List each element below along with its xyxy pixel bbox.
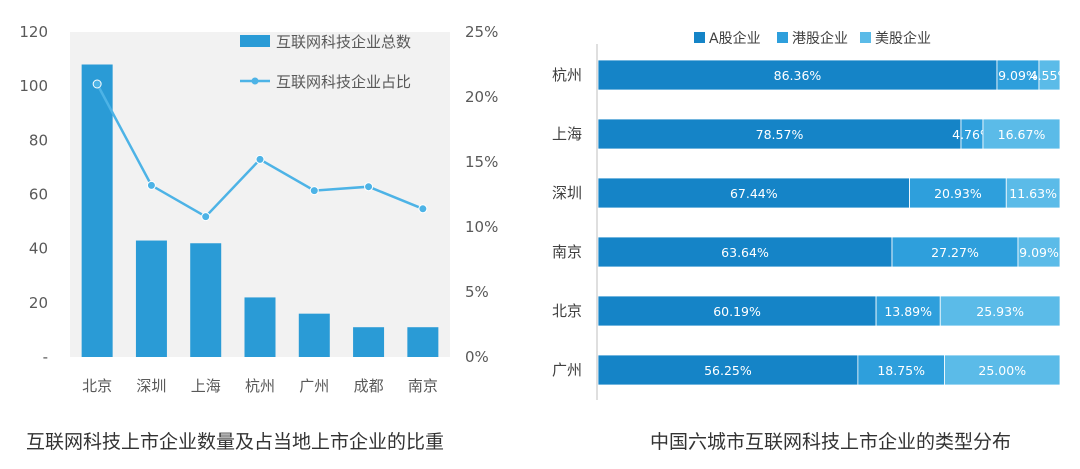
x-category-label: 南京 (408, 377, 438, 395)
data-label: 4.76% (952, 127, 992, 142)
y-category-label: 广州 (552, 361, 582, 379)
y-category-label: 杭州 (552, 66, 582, 84)
y-right-tick-label: 5% (465, 283, 489, 301)
y-left-tick-label: 40 (29, 240, 48, 258)
data-label: 13.89% (884, 304, 932, 319)
segment-hk-share (996, 59, 1040, 91)
line-point (146, 180, 156, 190)
y-left-tick-label: 80 (29, 131, 48, 149)
x-category-label: 深圳 (136, 377, 166, 395)
legend-label-us: 美股企业 (875, 30, 931, 47)
y-right-tick-label: 10% (465, 218, 498, 236)
bar (244, 297, 276, 357)
x-category-label: 广州 (299, 377, 329, 395)
legend-bar-label: 互联网科技企业总数 (276, 33, 411, 51)
segment-hk-share (875, 295, 941, 327)
legend-line-marker (251, 77, 259, 85)
data-label: 25.00% (978, 363, 1026, 378)
y-right-tick-label: 25% (465, 23, 498, 41)
x-category-label: 上海 (191, 377, 221, 395)
segment-us-share (1005, 177, 1061, 209)
legend-swatch-hk (777, 32, 788, 43)
left-chart-caption: 互联网科技上市企业数量及占当地上市企业的比重 (26, 431, 445, 453)
data-label: 9.09% (998, 68, 1038, 83)
bar (135, 240, 167, 357)
segment-a-share (597, 354, 859, 386)
x-category-label: 成都 (354, 377, 384, 395)
data-label: 78.57% (756, 127, 804, 142)
data-label: 63.64% (721, 245, 769, 260)
segment-a-share (597, 295, 877, 327)
data-label: 11.63% (1009, 186, 1057, 201)
y-right-tick-label: 15% (465, 153, 498, 171)
y-right-tick-label: 20% (465, 88, 498, 106)
line-point (92, 79, 102, 89)
segment-a-share (597, 59, 998, 91)
line-point (309, 186, 319, 196)
y-left-tick-label: 100 (19, 77, 48, 95)
y-left-tick-label: 120 (19, 23, 48, 41)
right-chart-caption: 中国六城市互联网科技上市企业的类型分布 (650, 431, 1012, 453)
legend-label-a: A股企业 (709, 30, 761, 47)
legend-swatch-us (860, 32, 871, 43)
y-category-label: 上海 (552, 125, 582, 143)
y-left-tick-label: 20 (29, 294, 48, 312)
data-label: 27.27% (931, 245, 979, 260)
legend: 互联网科技企业总数 互联网科技企业占比 (240, 33, 411, 91)
legend-swatch-a (694, 32, 705, 43)
data-label: 56.25% (704, 363, 752, 378)
legend-label-hk: 港股企业 (792, 30, 848, 47)
y-category-label: 深圳 (552, 184, 582, 202)
y-right-tick-label: 0% (465, 348, 489, 366)
data-label: 9.09% (1019, 245, 1059, 260)
segment-us-share (939, 295, 1061, 327)
data-label: 67.44% (730, 186, 778, 201)
segment-hk-share (857, 354, 945, 386)
bar (81, 64, 113, 357)
segment-a-share (597, 177, 910, 209)
line-point (201, 212, 211, 222)
y-category-label: 南京 (552, 243, 582, 261)
bar (298, 313, 330, 357)
segment-a-share (597, 236, 893, 268)
bar (407, 327, 439, 357)
data-label: 86.36% (774, 68, 822, 83)
bar (190, 243, 222, 357)
data-label: 60.19% (713, 304, 761, 319)
segment-us-share (982, 118, 1061, 150)
bar (353, 327, 385, 357)
line-point (418, 204, 428, 214)
data-label: 18.75% (877, 363, 925, 378)
y-category-label: 北京 (552, 302, 582, 320)
line-point (255, 154, 265, 164)
y-left-tick-label: - (43, 348, 48, 366)
data-label: 20.93% (934, 186, 982, 201)
data-label: 4.55% (1030, 68, 1070, 83)
x-category-label: 杭州 (245, 377, 275, 395)
segment-hk-share (909, 177, 1007, 209)
data-label: 16.67% (998, 127, 1046, 142)
segment-us-share (1038, 59, 1061, 91)
y-left-tick-label: 60 (29, 186, 48, 204)
line-point (364, 182, 374, 192)
x-category-label: 北京 (82, 377, 112, 395)
data-label: 25.93% (976, 304, 1024, 319)
segment-us-share (1017, 236, 1061, 268)
legend-line-label: 互联网科技企业占比 (276, 73, 411, 91)
segment-us-share (944, 354, 1061, 386)
segment-a-share (597, 118, 962, 150)
legend-bar-swatch (240, 35, 270, 47)
left-combo-chart: - 20 40 60 80 100 120 0% 5% 10% 15% 20% 25% 北京 深圳 上海 杭… (19, 23, 498, 395)
legend: A股企业 港股企业 美股企业 (694, 30, 931, 47)
